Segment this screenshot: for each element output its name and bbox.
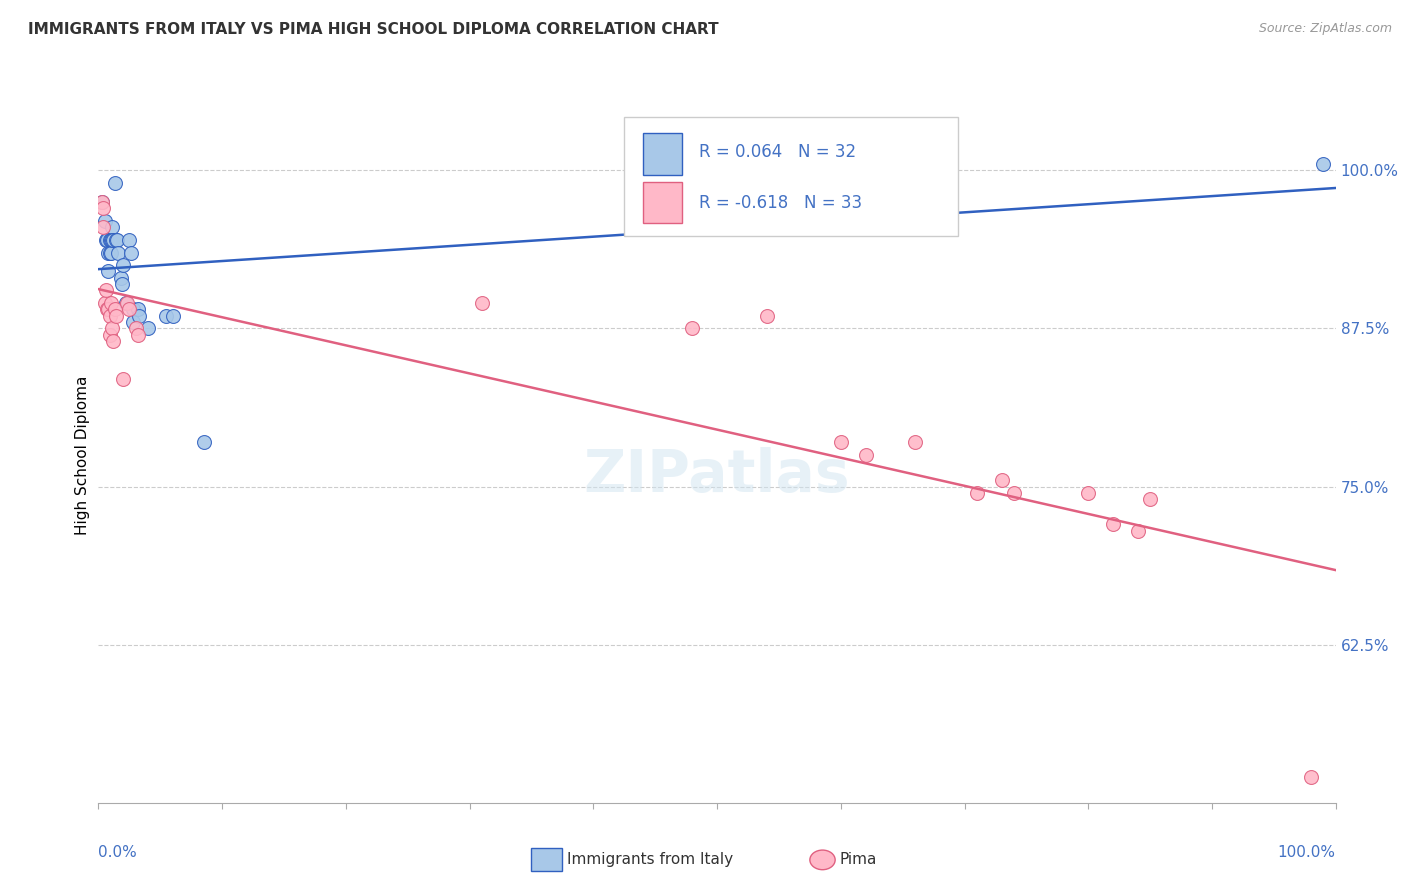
- Text: 100.0%: 100.0%: [1278, 845, 1336, 860]
- Point: [471, 296, 494, 310]
- Point: [103, 176, 125, 190]
- Point: [103, 302, 125, 317]
- Point: [115, 296, 138, 310]
- Point: [112, 372, 135, 386]
- Text: 0.0%: 0.0%: [98, 845, 138, 860]
- Point: [120, 245, 142, 260]
- Point: [122, 302, 145, 317]
- Point: [91, 194, 114, 209]
- FancyBboxPatch shape: [643, 182, 682, 223]
- Point: [104, 309, 127, 323]
- Point: [990, 473, 1012, 487]
- Point: [128, 309, 150, 323]
- Point: [118, 233, 141, 247]
- Point: [162, 309, 184, 323]
- Point: [98, 309, 121, 323]
- Point: [97, 302, 120, 317]
- Point: [97, 245, 120, 260]
- Point: [98, 245, 121, 260]
- Point: [1312, 157, 1334, 171]
- Point: [94, 233, 117, 247]
- Point: [101, 220, 124, 235]
- Point: [104, 233, 127, 247]
- Point: [124, 321, 146, 335]
- Point: [122, 315, 145, 329]
- Text: R = 0.064   N = 32: R = 0.064 N = 32: [699, 144, 856, 161]
- Point: [114, 296, 136, 310]
- Text: R = -0.618   N = 33: R = -0.618 N = 33: [699, 194, 862, 212]
- Point: [93, 296, 115, 310]
- Point: [904, 435, 927, 450]
- Point: [112, 258, 135, 272]
- Point: [830, 435, 852, 450]
- Point: [966, 486, 988, 500]
- Point: [98, 327, 121, 342]
- Point: [93, 220, 115, 235]
- Point: [98, 233, 121, 247]
- Point: [96, 233, 118, 247]
- Text: IMMIGRANTS FROM ITALY VS PIMA HIGH SCHOOL DIPLOMA CORRELATION CHART: IMMIGRANTS FROM ITALY VS PIMA HIGH SCHOO…: [28, 22, 718, 37]
- Point: [110, 270, 132, 285]
- Point: [111, 277, 134, 292]
- Point: [93, 214, 115, 228]
- Point: [755, 309, 778, 323]
- Point: [100, 296, 122, 310]
- Point: [97, 264, 120, 278]
- Point: [1077, 486, 1099, 500]
- Point: [101, 321, 124, 335]
- Point: [1299, 771, 1322, 785]
- Y-axis label: High School Diploma: High School Diploma: [75, 376, 90, 534]
- Point: [855, 448, 877, 462]
- Text: Source: ZipAtlas.com: Source: ZipAtlas.com: [1258, 22, 1392, 36]
- Point: [127, 327, 149, 342]
- Point: [1102, 517, 1125, 532]
- Point: [93, 201, 115, 215]
- Point: [91, 194, 114, 209]
- Point: [127, 302, 149, 317]
- Point: [96, 302, 118, 317]
- Point: [136, 321, 159, 335]
- Text: Immigrants from Italy: Immigrants from Italy: [567, 853, 733, 867]
- Point: [1002, 486, 1025, 500]
- Point: [681, 321, 703, 335]
- Point: [100, 233, 122, 247]
- FancyBboxPatch shape: [643, 134, 682, 175]
- Point: [1126, 524, 1149, 538]
- Point: [100, 245, 122, 260]
- Text: Pima: Pima: [839, 853, 877, 867]
- FancyBboxPatch shape: [624, 118, 959, 235]
- Point: [193, 435, 215, 450]
- Point: [1139, 492, 1161, 507]
- Point: [103, 334, 125, 348]
- Text: ZIPatlas: ZIPatlas: [583, 447, 851, 504]
- Point: [118, 302, 141, 317]
- Point: [94, 284, 117, 298]
- Point: [101, 233, 124, 247]
- Point: [107, 245, 129, 260]
- Point: [105, 233, 128, 247]
- Point: [103, 233, 125, 247]
- Point: [155, 309, 177, 323]
